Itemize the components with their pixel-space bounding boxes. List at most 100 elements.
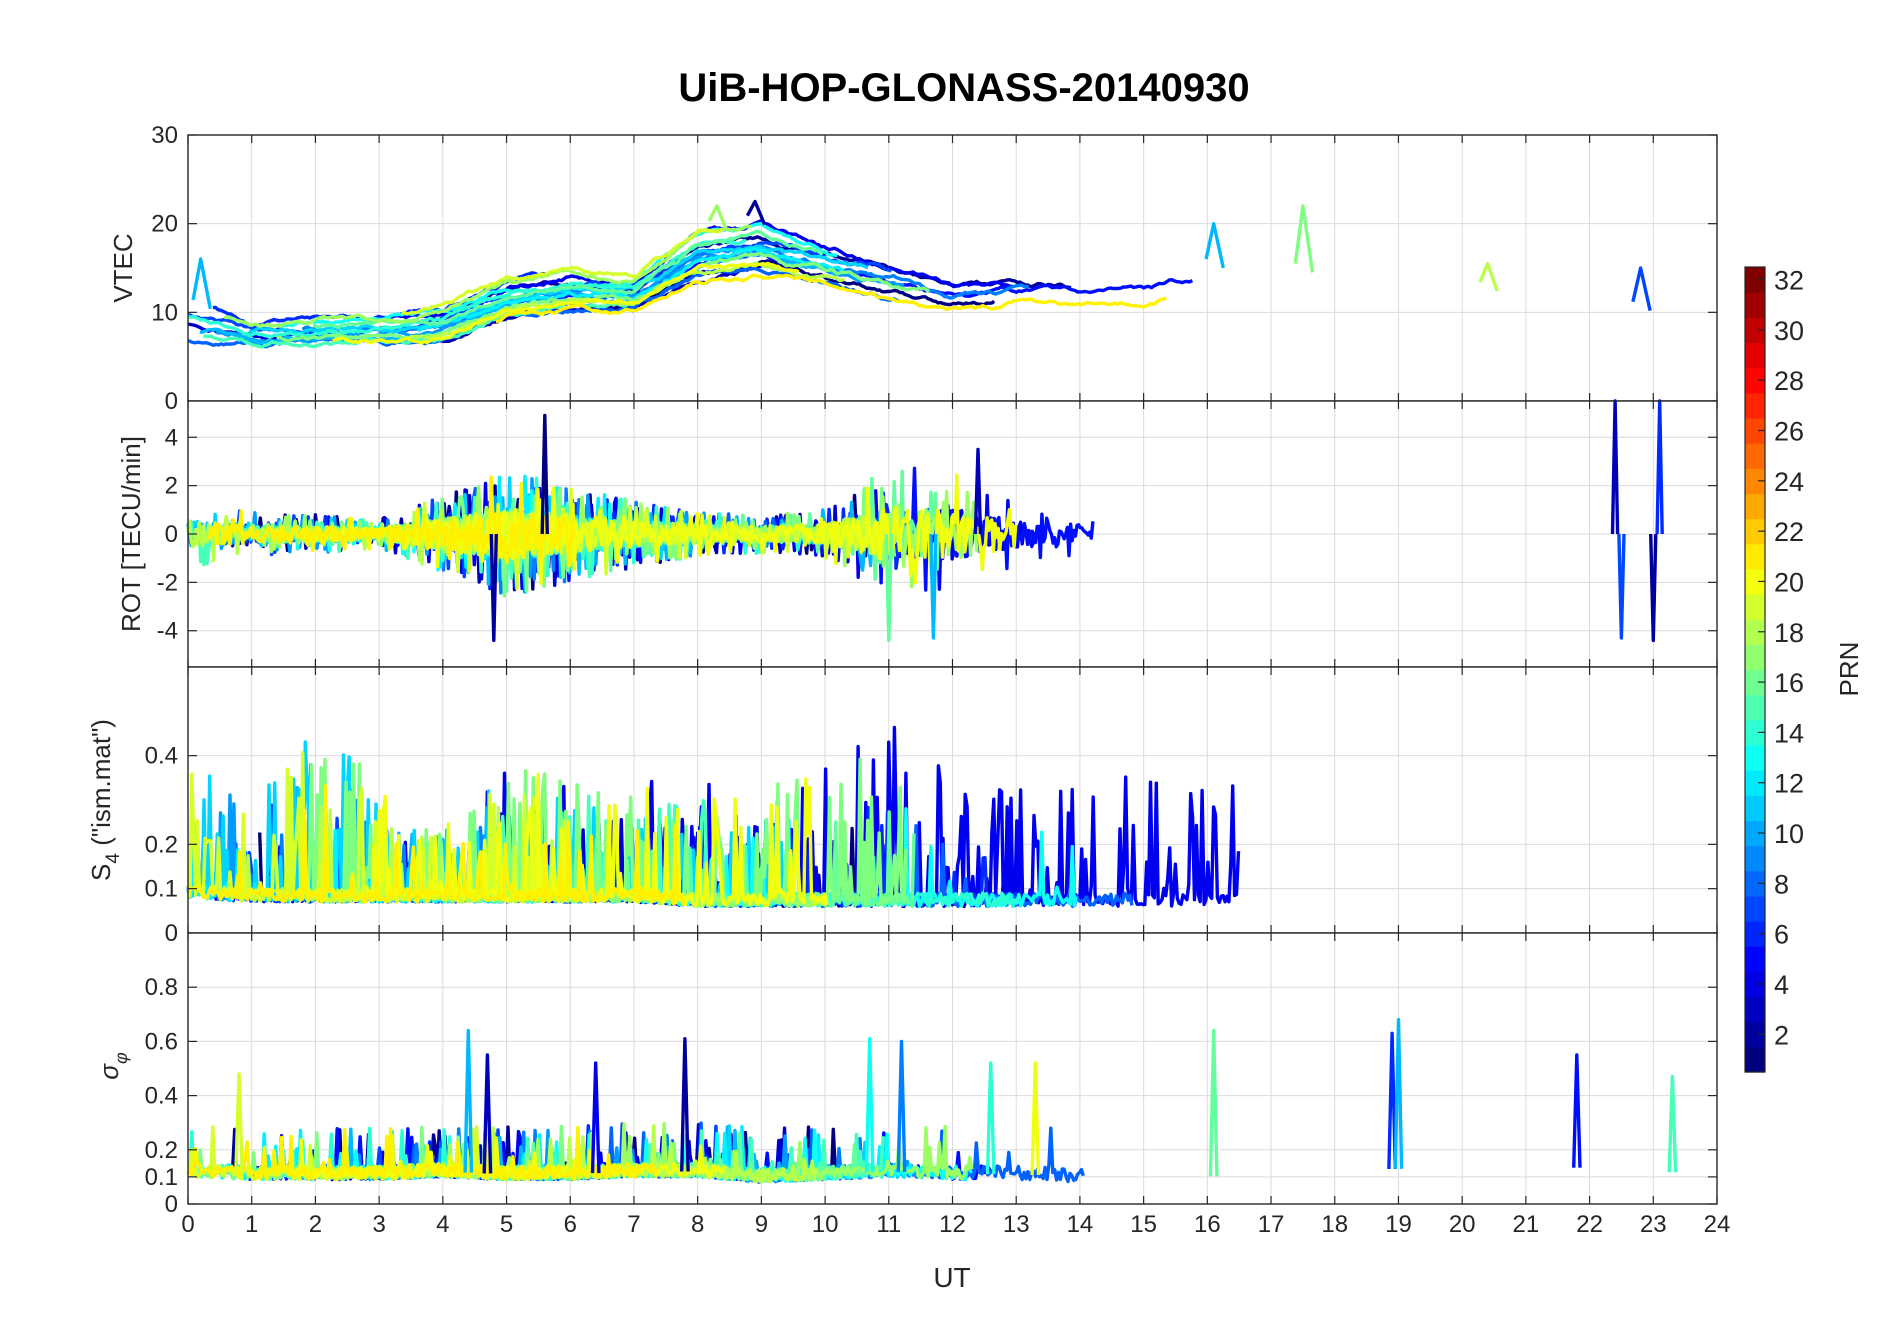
- colorbar-tick-label: 6: [1774, 920, 1789, 950]
- colorbar-segment: [1745, 292, 1765, 318]
- colorbar-tick-label: 28: [1774, 366, 1804, 396]
- colorbar-segment: [1745, 417, 1765, 444]
- colorbar-segment: [1745, 543, 1765, 570]
- colorbar-segment: [1745, 795, 1765, 822]
- x-axis-label: UT: [933, 1262, 970, 1293]
- x-tick-label: 10: [812, 1211, 839, 1238]
- panel-s4-yticks: 0 0.1 0.2 0.4: [145, 667, 1718, 947]
- x-tick-label: 2: [309, 1211, 322, 1238]
- vtec-peak-mark: [1631, 266, 1652, 311]
- panel-sigma-phi-ylabel: σφ: [94, 1052, 131, 1080]
- x-tick-label: 9: [755, 1211, 768, 1238]
- panel-s4-series: [186, 725, 1241, 909]
- colorbar-segment: [1745, 594, 1765, 620]
- vtec-series-line: [276, 252, 931, 343]
- colorbar-segment: [1745, 342, 1765, 369]
- y-tick-label: 20: [151, 211, 178, 238]
- x-tick-label: 4: [436, 1211, 449, 1238]
- x-tick-label: 19: [1385, 1211, 1412, 1238]
- colorbar-tick-label: 20: [1774, 567, 1804, 597]
- sigma-phi-spike-mark: [590, 1061, 601, 1174]
- panel-s4-ylabel: S4 ("ism.mat"): [86, 719, 124, 881]
- rot-spike-mark: [489, 533, 498, 643]
- colorbar-segment: [1745, 820, 1765, 847]
- colorbar-tick-label: 32: [1774, 266, 1804, 296]
- sigma-phi-spike-mark: [985, 1061, 996, 1175]
- y-tick-label: 0.2: [145, 831, 178, 858]
- panel-sigma-phi: 00.10.2 0.4 0.6 0.8 σφ: [94, 932, 1718, 1218]
- x-tick-label: 13: [1003, 1211, 1030, 1238]
- colorbar-segment: [1745, 443, 1765, 469]
- vtec-peak-mark: [191, 257, 212, 310]
- colorbar-segment: [1745, 669, 1765, 696]
- colorbar-segment: [1745, 1021, 1765, 1048]
- y-tick-label: 0: [165, 1191, 178, 1218]
- panel-rot-yticks: -4 -2 0 2 4: [157, 401, 1718, 667]
- y-tick-label: 0.8: [145, 974, 178, 1001]
- colorbar-segment: [1745, 1046, 1765, 1073]
- panel-vtec-series: [187, 199, 1652, 349]
- x-tick-label: 1: [245, 1211, 258, 1238]
- y-tick-label: 0: [165, 521, 178, 548]
- colorbar-tick-label: 2: [1774, 1020, 1789, 1050]
- colorbar-segments: [1745, 267, 1765, 1073]
- x-tick-label: 3: [372, 1211, 385, 1238]
- colorbar-segment: [1745, 644, 1765, 671]
- colorbar-tick-label: 4: [1774, 970, 1789, 1000]
- vtec-peak-mark: [1478, 261, 1499, 292]
- vtec-peak-mark: [707, 204, 728, 231]
- x-tick-label: 17: [1258, 1211, 1285, 1238]
- sigma-phi-series-line: [186, 1125, 659, 1182]
- colorbar-segment: [1745, 845, 1765, 872]
- colorbar-segment: [1745, 568, 1765, 595]
- colorbar-segment: [1745, 619, 1765, 645]
- sigma-phi-spike-mark: [234, 1072, 244, 1174]
- colorbar-tick-label: 22: [1774, 517, 1804, 547]
- s4-series-line: [186, 784, 687, 906]
- colorbar-segment: [1745, 694, 1765, 721]
- sigma-phi-spike-mark: [482, 1053, 493, 1174]
- colorbar-segment: [1745, 971, 1765, 998]
- colorbar-segment: [1745, 996, 1765, 1023]
- colorbar-segment: [1745, 719, 1765, 746]
- sigma-phi-spike-mark: [1030, 1061, 1041, 1176]
- x-tick-label: 15: [1130, 1211, 1157, 1238]
- colorbar-segment: [1745, 946, 1765, 972]
- rot-spike-mark: [929, 533, 938, 640]
- x-tick-label: 11: [876, 1211, 901, 1238]
- x-tick-label: 16: [1194, 1211, 1221, 1238]
- y-tick-label: -4: [157, 618, 178, 645]
- colorbar-tick-label: 8: [1774, 869, 1789, 899]
- y-tick-label: 0.4: [145, 743, 178, 770]
- panel-vtec-yticks: 0 10 20 30: [151, 122, 1718, 415]
- x-tick-label: 7: [627, 1211, 640, 1238]
- x-tick-label: 14: [1067, 1211, 1094, 1238]
- rot-spike-mark: [884, 533, 893, 643]
- colorbar-segment: [1745, 267, 1765, 293]
- colorbar-segment: [1745, 317, 1765, 344]
- x-axis-ticks: 0 1 2 3 4 5 6 7 8 9 10 11 12 13 14 15 16 17 18 19 20 21 22 23 24: [181, 1211, 1730, 1238]
- x-tick-label: 0: [181, 1211, 194, 1238]
- colorbar-segment: [1745, 392, 1765, 419]
- vtec-series-line: [332, 261, 800, 345]
- vtec-peak-mark: [1204, 222, 1225, 269]
- panel-vtec: 0 10 20 30 VTEC: [108, 122, 1718, 415]
- y-tick-label: 0.1: [145, 876, 178, 903]
- x-tick-label: 20: [1449, 1211, 1476, 1238]
- colorbar-segment: [1745, 895, 1765, 922]
- x-tick-label: 22: [1576, 1211, 1603, 1238]
- colorbar-segment: [1745, 367, 1765, 394]
- y-tick-label: 4: [165, 424, 178, 451]
- x-tick-label: 23: [1640, 1211, 1667, 1238]
- colorbar-segment: [1745, 468, 1765, 495]
- panel-vtec-ylabel: VTEC: [108, 233, 138, 302]
- colorbar-frame: [1744, 266, 1766, 1073]
- panel-rot-ylabel: ROT [TECU/min]: [116, 436, 146, 632]
- sigma-phi-spike-mark: [680, 1037, 690, 1172]
- y-tick-label: 0.2: [145, 1137, 178, 1164]
- rot-series-line: [207, 475, 576, 585]
- vtec-series-line: [495, 273, 1167, 324]
- colorbar-tick-label: 26: [1774, 417, 1804, 447]
